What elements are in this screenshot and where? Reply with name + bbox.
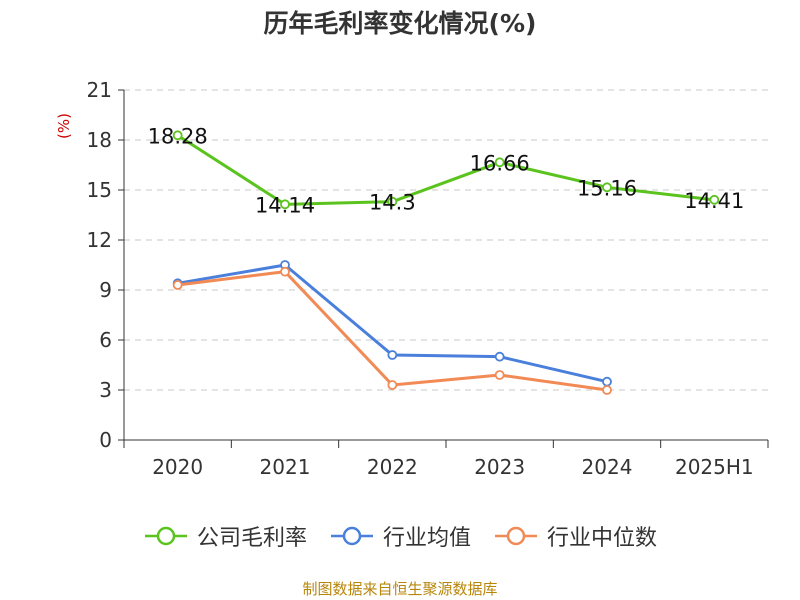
data-point xyxy=(602,376,612,387)
y-tick-label: 21 xyxy=(87,78,112,102)
data-point xyxy=(172,130,183,141)
data-point xyxy=(494,351,505,362)
series-line xyxy=(176,134,715,206)
legend-label: 公司毛利率 xyxy=(196,526,307,551)
data-point xyxy=(172,280,183,290)
legend: 公司毛利率 行业均值 行业中位数 xyxy=(0,520,800,552)
legend-item-industry-mean[interactable]: 行业均值 xyxy=(329,520,471,552)
data-point xyxy=(280,266,290,277)
data-label: 15.16 xyxy=(577,176,637,200)
data-labels: 18.28 14.14 14.3 16.66 15.16 14.41 xyxy=(148,124,745,217)
series-line xyxy=(177,270,608,392)
data-point xyxy=(280,199,290,210)
data-label: 14.14 xyxy=(255,193,315,217)
x-tick-label: 2024 xyxy=(582,455,633,479)
legend-line-marker-icon xyxy=(330,526,373,546)
data-point xyxy=(602,182,612,193)
series-line xyxy=(177,263,608,384)
data-point xyxy=(494,370,505,380)
data-point xyxy=(387,380,398,390)
y-tick-label: 6 xyxy=(99,328,112,352)
x-tick-label: 2022 xyxy=(367,455,418,479)
data-point xyxy=(602,385,612,395)
data-point xyxy=(387,350,398,360)
axes: 0 3 6 9 12 15 18 21 2020 2021 2022 2023 2024 2025H1 xyxy=(87,78,769,479)
legend-line-marker-icon xyxy=(495,526,537,546)
y-tick-label: 18 xyxy=(87,128,112,152)
x-tick-label: 2020 xyxy=(152,455,203,479)
legend-label: 行业均值 xyxy=(382,526,471,551)
data-label: 16.66 xyxy=(470,151,530,175)
legend-item-industry-median[interactable]: 行业中位数 xyxy=(493,520,657,552)
legend-label: 行业中位数 xyxy=(547,526,658,551)
y-tick-label: 15 xyxy=(87,178,112,202)
series-lines xyxy=(172,130,720,395)
chart-title: 历年毛利率变化情况(%) xyxy=(263,9,537,38)
y-tick-label: 0 xyxy=(99,428,112,452)
x-tick-label: 2025H1 xyxy=(675,455,754,479)
source-footer: 制图数据来自恒生聚源数据库 xyxy=(302,580,498,598)
grid-lines xyxy=(124,89,768,391)
legend-item-company-margin[interactable]: 公司毛利率 xyxy=(143,520,307,552)
y-tick-label: 12 xyxy=(87,228,112,252)
data-point xyxy=(494,157,505,168)
legend-line-marker-icon xyxy=(144,526,187,546)
data-label: 18.28 xyxy=(148,124,208,148)
data-point xyxy=(387,196,398,207)
data-label: 14.41 xyxy=(684,189,744,213)
data-point xyxy=(709,194,720,205)
data-label: 14.3 xyxy=(369,191,416,215)
y-tick-label: 9 xyxy=(99,278,112,302)
x-tick-label: 2021 xyxy=(260,455,311,479)
x-tick-label: 2023 xyxy=(474,455,525,479)
y-tick-label: 3 xyxy=(99,378,112,402)
